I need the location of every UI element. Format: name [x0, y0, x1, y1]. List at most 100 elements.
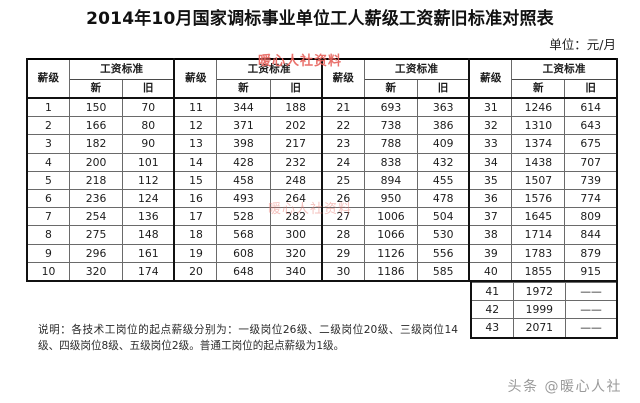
- cell-new: 1645: [511, 207, 566, 227]
- cell-level: 34: [468, 152, 513, 172]
- table-row: 8 275 148 18 568 300 28 1066 530 38 1714 844: [25, 225, 619, 245]
- cell-level: 27: [320, 207, 365, 227]
- header-old-2: 旧: [417, 79, 470, 99]
- cell-old: ——: [565, 300, 619, 320]
- cell-new: 344: [216, 97, 271, 118]
- table-tail-body: 41 1972 —— 42 1999 —— 43 2071 ——: [469, 282, 619, 339]
- cell-old: 585: [417, 261, 470, 283]
- cell-new: 182: [68, 134, 124, 154]
- cell-level: 19: [173, 243, 218, 263]
- cell-new: 1855: [511, 261, 566, 283]
- cell-new: 1783: [511, 243, 566, 263]
- cell-new: 1507: [511, 170, 566, 191]
- cell-old: 879: [564, 243, 619, 263]
- cell-level: 23: [320, 134, 365, 154]
- cell-level: 18: [173, 225, 218, 245]
- cell-level: 17: [173, 207, 218, 227]
- cell-old: 675: [564, 134, 619, 154]
- wage-table-tail: 41 1972 —— 42 1999 —— 43 2071 ——: [469, 282, 619, 339]
- cell-old: 739: [564, 170, 619, 191]
- cell-old: 809: [564, 207, 619, 227]
- cell-old: 217: [269, 134, 323, 154]
- cell-old: 530: [417, 225, 470, 245]
- cell-level: 41: [469, 282, 514, 302]
- cell-new: 894: [363, 170, 419, 191]
- cell-level: 28: [320, 225, 365, 245]
- cell-new: 1438: [511, 152, 566, 172]
- table-row: 42 1999 ——: [469, 300, 619, 320]
- cell-new: 2071: [512, 318, 567, 339]
- cell-old: 774: [564, 189, 619, 209]
- cell-new: 1714: [511, 225, 566, 245]
- table-row: 9 296 161 19 608 320 29 1126 556 39 1783 879: [25, 243, 619, 263]
- header-level-2: 薪级: [320, 58, 365, 99]
- watermark-footer: 头条 @暖心人社: [507, 379, 622, 395]
- header-level-3: 薪级: [468, 58, 513, 99]
- cell-old: 707: [564, 152, 619, 172]
- cell-level: 21: [320, 97, 365, 118]
- wage-table-tail-container: 41 1972 —— 42 1999 —— 43 2071 ——: [469, 282, 619, 339]
- cell-old: 161: [122, 243, 175, 263]
- header-level-1: 薪级: [173, 58, 218, 99]
- cell-level: 7: [25, 207, 70, 227]
- cell-new: 493: [216, 189, 271, 209]
- cell-level: 2: [25, 116, 70, 136]
- cell-old: 112: [122, 170, 175, 191]
- cell-level: 14: [173, 152, 218, 172]
- header-wage-standard-2: 工资标准: [363, 58, 470, 80]
- cell-old: ——: [565, 318, 619, 339]
- wage-table: 薪级 工资标准 薪级 工资标准 薪级 工资标准 薪级 工资标准新旧新旧新旧新旧 1 150 70 1…: [25, 58, 619, 283]
- cell-old: 915: [564, 261, 619, 283]
- header-wage-standard-3: 工资标准: [511, 58, 619, 80]
- cell-old: 363: [417, 97, 470, 118]
- cell-level: 36: [468, 189, 513, 209]
- cell-old: 80: [122, 116, 175, 136]
- cell-level: 31: [468, 97, 513, 118]
- header-new-0: 新: [68, 79, 124, 99]
- cell-level: 26: [320, 189, 365, 209]
- cell-old: 386: [417, 116, 470, 136]
- cell-new: 608: [216, 243, 271, 263]
- cell-level: 25: [320, 170, 365, 191]
- cell-old: 340: [269, 261, 323, 283]
- cell-level: 40: [468, 261, 513, 283]
- cell-level: 12: [173, 116, 218, 136]
- cell-level: 20: [173, 261, 218, 283]
- cell-new: 788: [363, 134, 419, 154]
- cell-level: 5: [25, 170, 70, 191]
- table-row: 3 182 90 13 398 217 23 788 409 33 1374 675: [25, 134, 619, 154]
- cell-old: 124: [122, 189, 175, 209]
- page-title: 2014年10月国家调标事业单位工人薪级工资薪旧标准对照表: [86, 9, 554, 29]
- cell-new: 648: [216, 261, 271, 283]
- cell-old: 504: [417, 207, 470, 227]
- cell-new: 838: [363, 152, 419, 172]
- cell-old: 409: [417, 134, 470, 154]
- cell-new: 1374: [511, 134, 566, 154]
- cell-level: 39: [468, 243, 513, 263]
- cell-new: 398: [216, 134, 271, 154]
- cell-old: 844: [564, 225, 619, 245]
- table-row: 1 150 70 11 344 188 21 693 363 31 1246 614: [25, 97, 619, 118]
- table-row: 7 254 136 17 528 282 27 1006 504 37 1645 809: [25, 207, 619, 227]
- cell-old: 432: [417, 152, 470, 172]
- cell-new: 1066: [363, 225, 419, 245]
- header-old-1: 旧: [269, 79, 323, 99]
- cell-new: 371: [216, 116, 271, 136]
- wage-table-container: 薪级 工资标准 薪级 工资标准 薪级 工资标准 薪级 工资标准新旧新旧新旧新旧 1 150 70 1…: [25, 58, 619, 339]
- cell-old: 614: [564, 97, 619, 118]
- header-new-1: 新: [216, 79, 271, 99]
- cell-new: 320: [68, 261, 124, 283]
- cell-level: 13: [173, 134, 218, 154]
- cell-level: 4: [25, 152, 70, 172]
- cell-old: 282: [269, 207, 323, 227]
- header-wage-standard-0: 工资标准: [68, 58, 175, 80]
- cell-new: 1186: [363, 261, 419, 283]
- cell-new: 950: [363, 189, 419, 209]
- unit-label: 单位：元/月: [549, 37, 616, 52]
- cell-new: 1246: [511, 97, 566, 118]
- cell-level: 10: [25, 261, 70, 283]
- cell-new: 568: [216, 225, 271, 245]
- cell-old: 70: [122, 97, 175, 118]
- cell-old: 188: [269, 97, 323, 118]
